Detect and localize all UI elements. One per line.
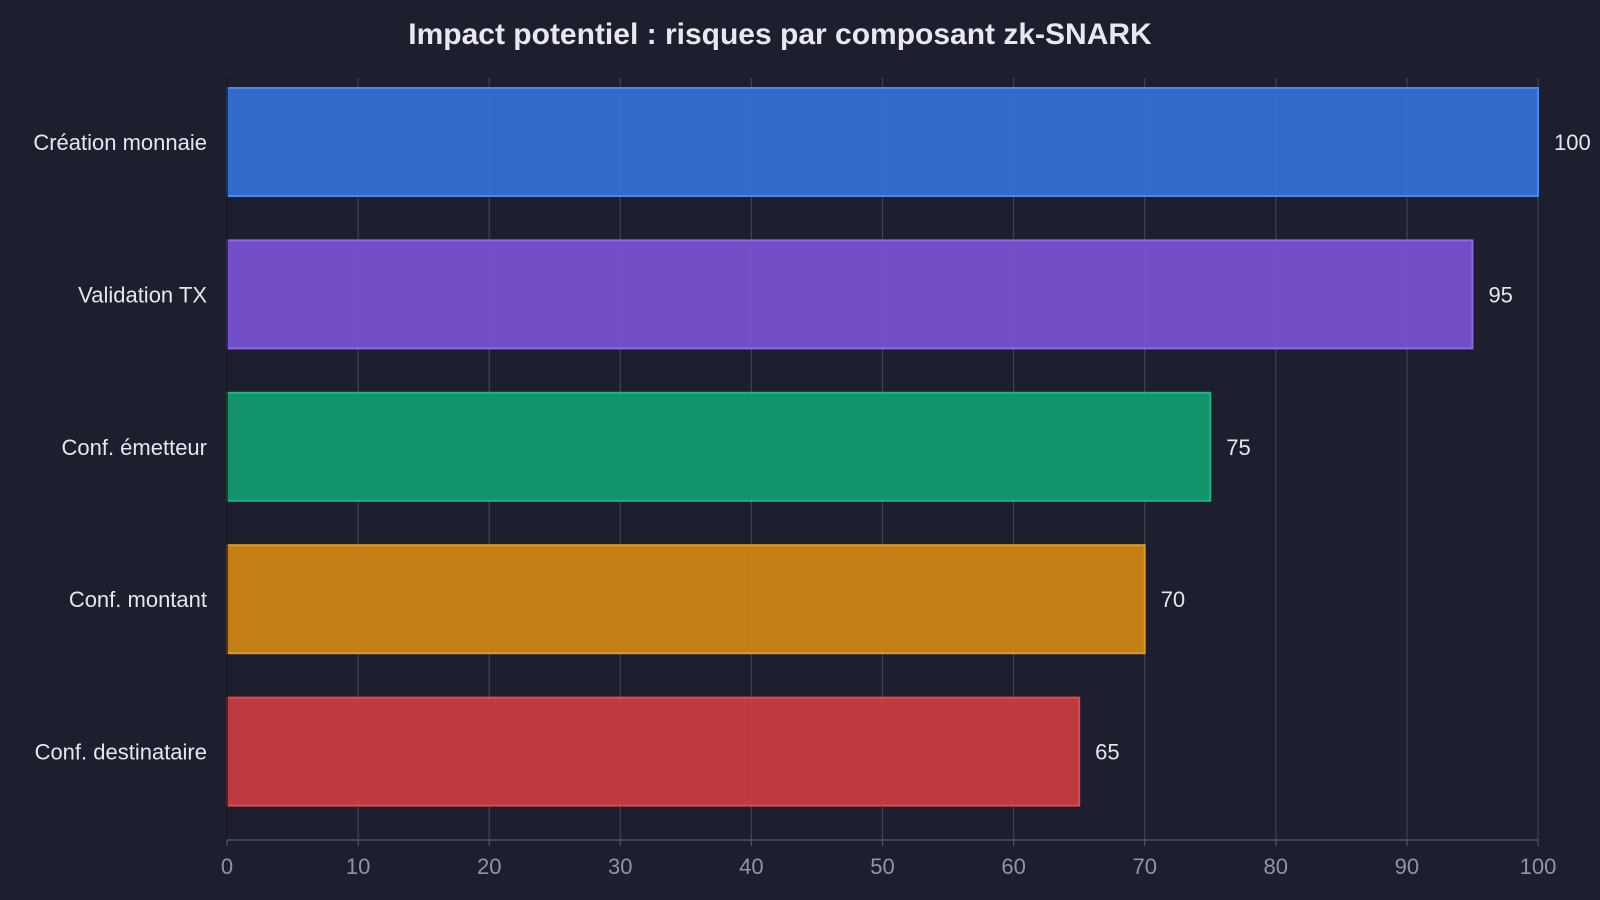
x-tick-label: 10 [346,854,370,879]
x-tick-label: 90 [1395,854,1419,879]
x-tick-label: 0 [221,854,233,879]
x-tick-label: 20 [477,854,501,879]
bar [226,239,1474,350]
value-label: 65 [1095,740,1119,765]
x-tick-label: 60 [1001,854,1025,879]
category-label: Création monnaie [33,130,207,155]
value-label: 70 [1161,587,1185,612]
bar [226,87,1539,197]
bar [226,544,1146,655]
category-label: Conf. destinataire [35,740,207,765]
value-label: 75 [1226,435,1250,460]
x-tick-label: 70 [1132,854,1156,879]
category-label: Conf. émetteur [61,435,207,460]
bar-layer [226,87,1539,807]
bar [226,391,1212,502]
x-tick-label: 30 [608,854,632,879]
label-layer: Création monnaie 100 Validation TX 95 Conf. … [33,130,1590,765]
value-label: 95 [1488,282,1512,307]
x-tick-label: 40 [739,854,763,879]
x-tick-label: 80 [1264,854,1288,879]
value-label: 100 [1554,130,1591,155]
chart-title: Impact potentiel : risques par composant… [408,18,1152,51]
category-label: Validation TX [78,282,207,307]
x-tick-label: 100 [1520,854,1557,879]
x-tick-label: 50 [870,854,894,879]
bar [226,696,1081,807]
category-label: Conf. montant [69,587,207,612]
axis-layer: 0 10 20 30 40 50 60 70 80 90 100 [221,78,1556,879]
